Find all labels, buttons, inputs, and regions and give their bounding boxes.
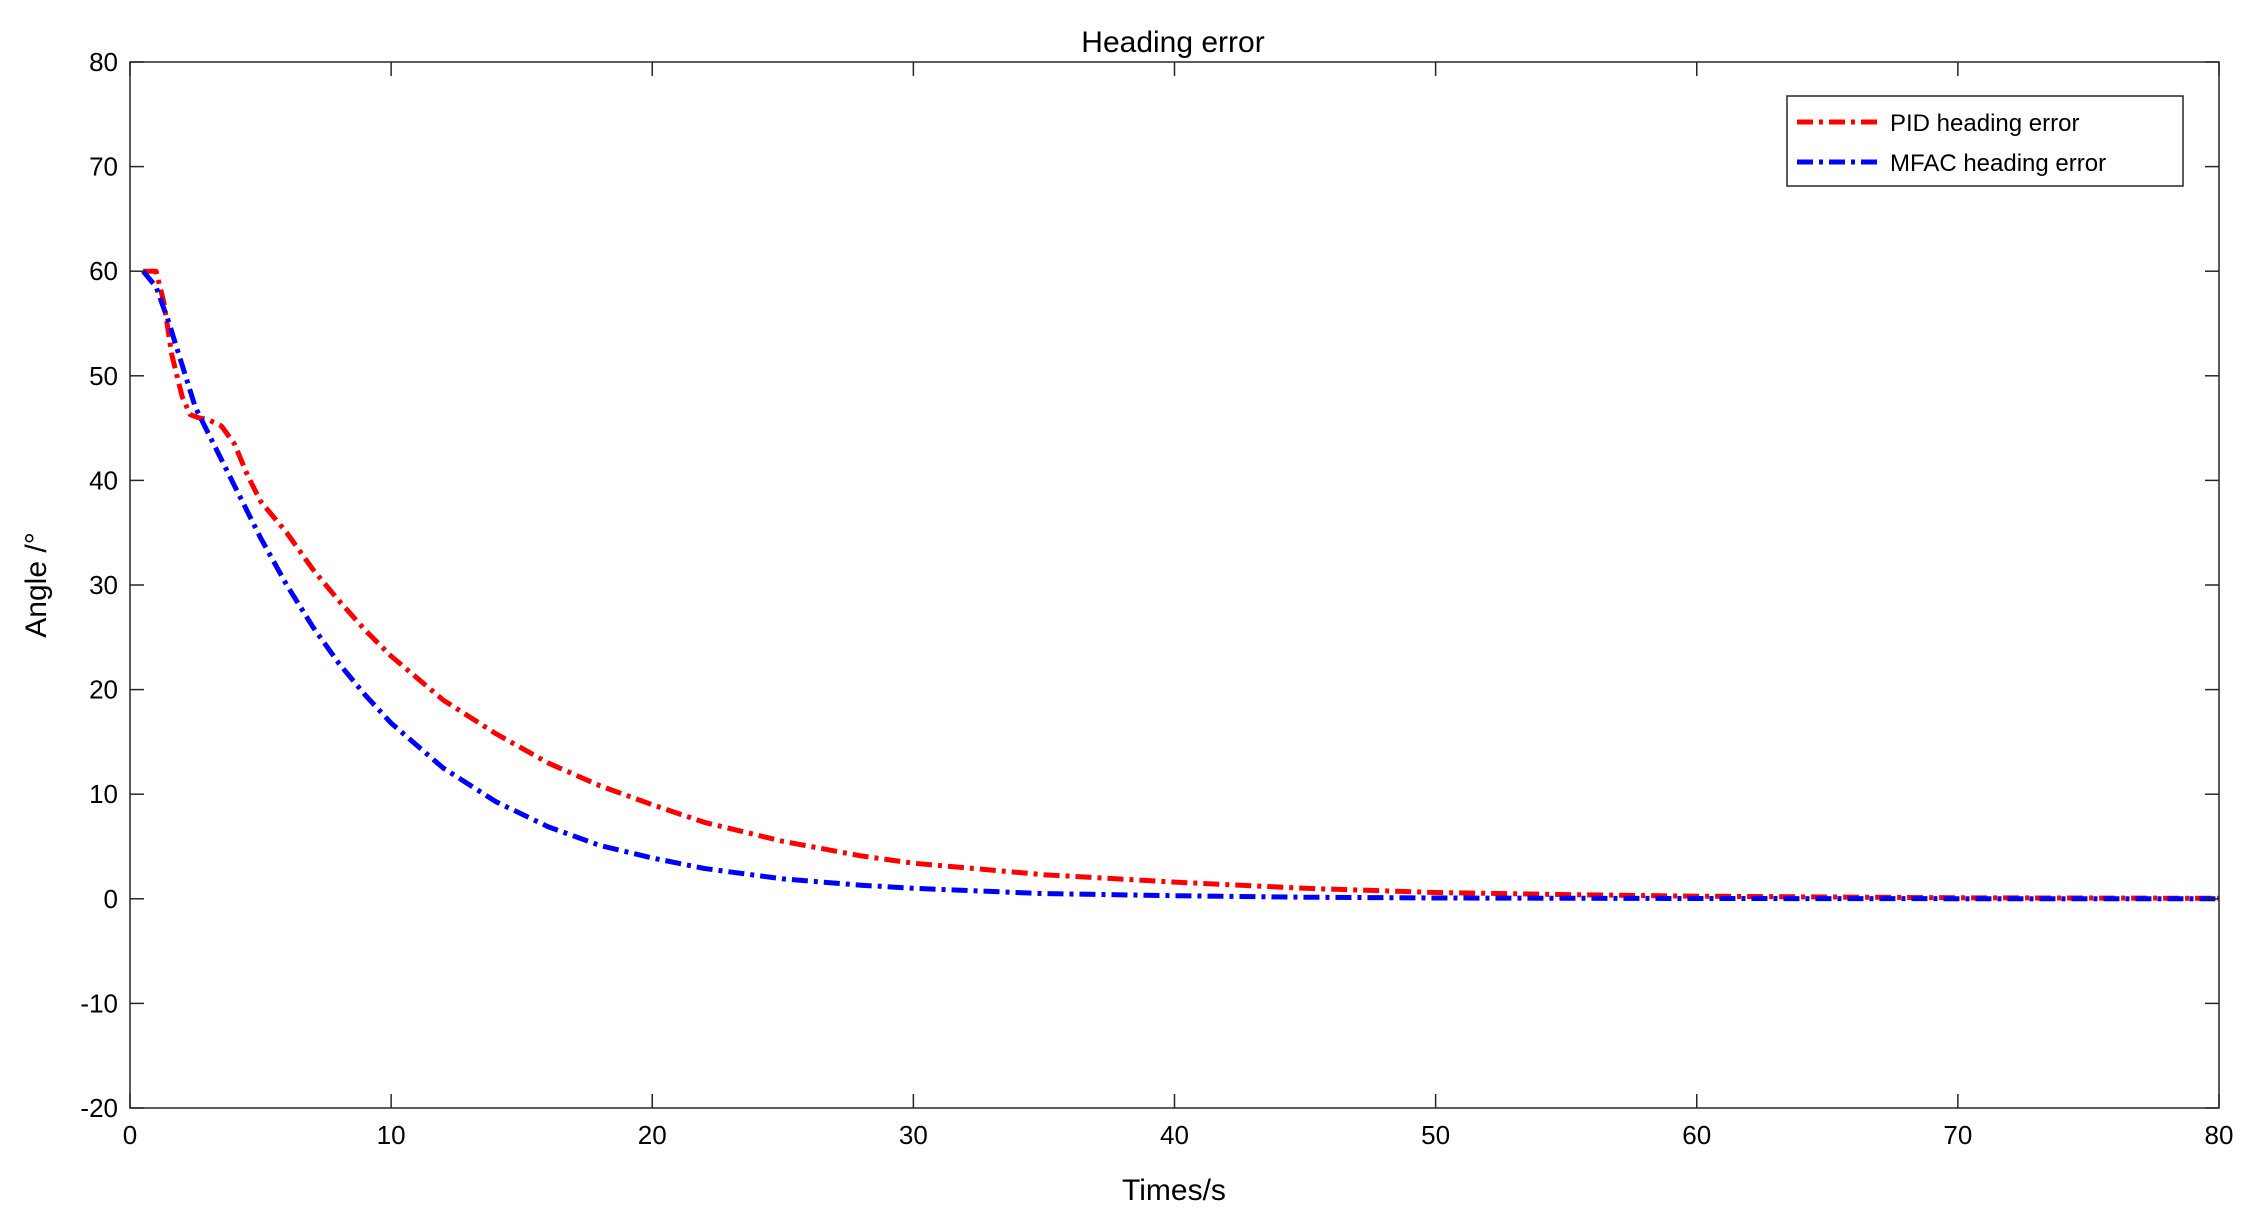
series-layer	[141, 268, 2220, 902]
y-tick-label: 80	[89, 47, 118, 77]
legend-box	[1786, 95, 2184, 187]
x-tick-label: 0	[123, 1120, 137, 1150]
ticks-layer: 0 10 20 30 40 50 60 70 80 -20 -10 0 10 20 30 40 50 60 70 80	[80, 47, 2233, 1150]
x-tick-label: 70	[1943, 1120, 1972, 1150]
y-tick-label: 10	[89, 779, 118, 809]
legend-label-mfac: MFAC heading error	[1890, 150, 2106, 177]
y-tick-label: -10	[80, 988, 118, 1018]
x-tick-label: 60	[1682, 1120, 1711, 1150]
x-tick-label: 40	[1160, 1120, 1189, 1150]
y-tick-label: 30	[89, 570, 118, 600]
y-tick-label: 60	[89, 256, 118, 286]
legend: PID heading error MFAC heading error	[1786, 95, 2184, 187]
y-tick-label: 70	[89, 152, 118, 182]
x-tick-label: 30	[899, 1120, 928, 1150]
y-tick-label: 40	[89, 465, 118, 495]
x-tick-label: 10	[377, 1120, 406, 1150]
legend-label-pid: PID heading error	[1890, 110, 2079, 137]
y-axis-title: Angle /°	[20, 532, 53, 637]
x-axis-title: Times/s	[1122, 1174, 1226, 1207]
x-tick-label: 20	[638, 1120, 667, 1150]
x-tick-label: 50	[1421, 1120, 1450, 1150]
chart-title: Heading error	[1081, 26, 1264, 59]
series-line-pid	[143, 268, 2220, 901]
x-tick-label: 80	[2205, 1120, 2234, 1150]
y-tick-label: 0	[104, 884, 118, 914]
series-line-mfac	[141, 269, 2220, 902]
y-tick-label: 20	[89, 675, 118, 705]
y-tick-label: -20	[80, 1093, 118, 1123]
y-tick-label: 50	[89, 361, 118, 391]
